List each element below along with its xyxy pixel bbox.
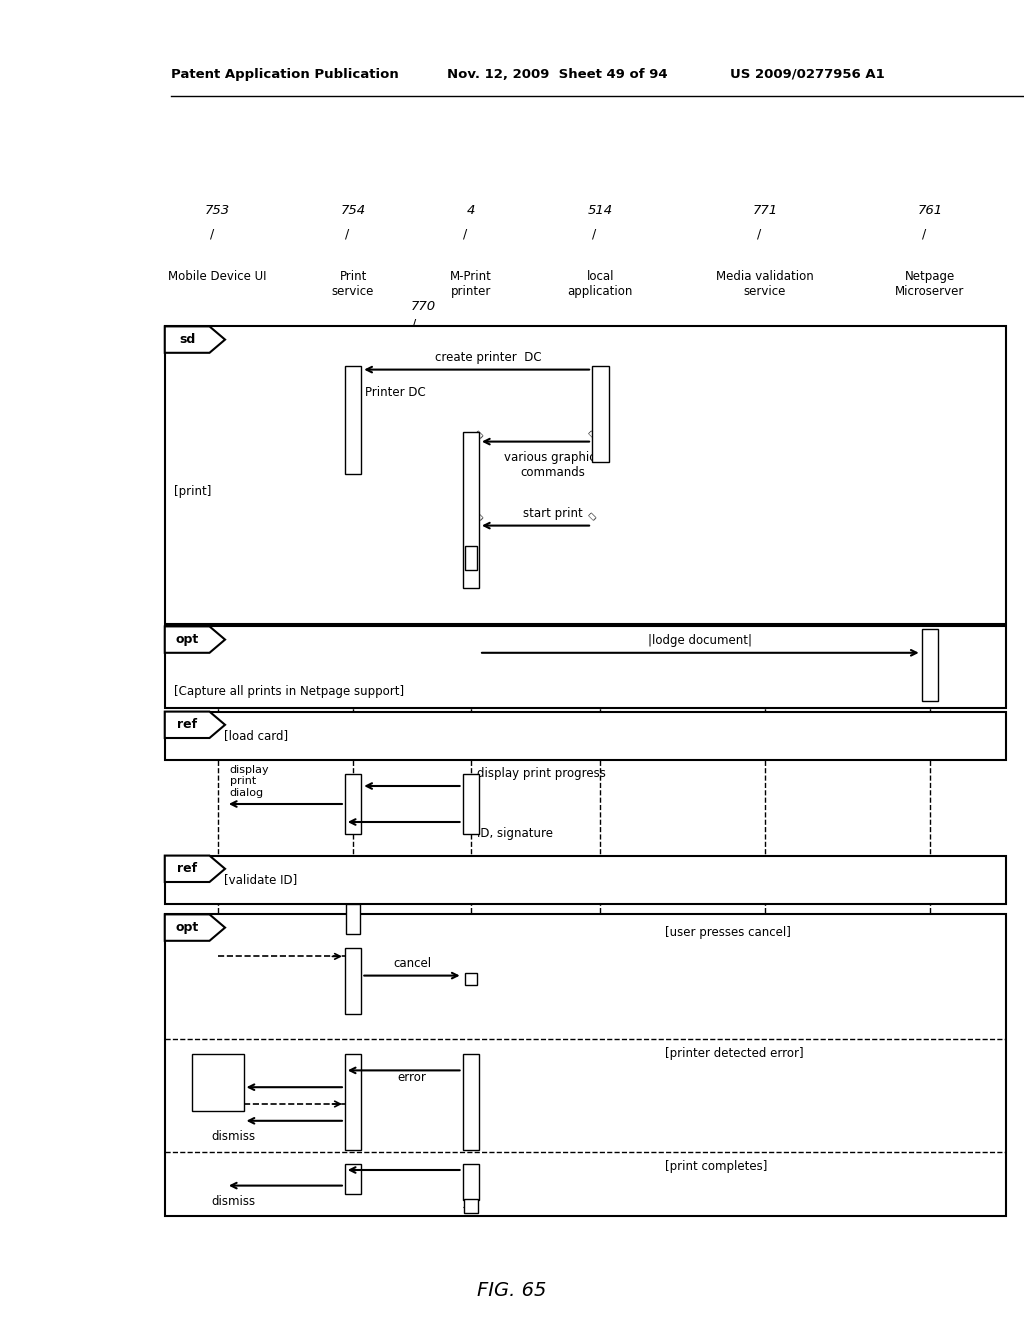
Bar	[165, 326, 1007, 624]
Polygon shape	[165, 326, 225, 352]
Text: sd: sd	[179, 333, 196, 346]
Text: [user presses cancel]: [user presses cancel]	[665, 925, 791, 939]
Text: various graphics
commands: various graphics commands	[505, 451, 602, 479]
Bar	[345, 948, 361, 1014]
Text: 771: 771	[753, 203, 777, 216]
Text: ✕: ✕	[461, 1192, 481, 1216]
Bar	[922, 628, 938, 701]
Bar	[345, 366, 361, 474]
Text: create printer  DC: create printer DC	[435, 351, 542, 363]
Bar	[463, 1053, 479, 1150]
Text: US 2009/0277956 A1: US 2009/0277956 A1	[730, 67, 885, 81]
Text: FIG. 65: FIG. 65	[477, 1280, 547, 1299]
Text: /: /	[757, 227, 761, 240]
Text: display print progress: display print progress	[477, 767, 605, 780]
Text: start print: start print	[523, 507, 583, 520]
Text: [Capture all prints in Netpage support]: [Capture all prints in Netpage support]	[174, 685, 404, 698]
Text: error: error	[204, 1069, 232, 1081]
Text: /: /	[413, 318, 417, 330]
Polygon shape	[165, 711, 225, 738]
Bar	[592, 366, 608, 462]
Text: 4: 4	[467, 203, 475, 216]
Bar	[464, 1199, 478, 1213]
Bar	[465, 546, 477, 570]
Text: opt: opt	[175, 634, 199, 645]
Text: local
application: local application	[567, 271, 633, 298]
Polygon shape	[165, 855, 225, 882]
Text: Nov. 12, 2009  Sheet 49 of 94: Nov. 12, 2009 Sheet 49 of 94	[447, 67, 668, 81]
Text: 753: 753	[205, 203, 230, 216]
Polygon shape	[165, 627, 225, 653]
Text: [printer detected error]: [printer detected error]	[665, 1047, 804, 1060]
Text: opt: opt	[175, 921, 199, 935]
Text: ꟷ: ꟷ	[474, 429, 484, 440]
Text: 754: 754	[341, 203, 366, 216]
Text: [print completes]: [print completes]	[665, 1160, 767, 1173]
Text: Media validation
service: Media validation service	[716, 271, 814, 298]
Text: /: /	[345, 227, 349, 240]
Text: dismiss: dismiss	[212, 1130, 256, 1143]
Text: /: /	[210, 227, 214, 240]
Bar	[345, 774, 361, 834]
Text: Mobile Device UI: Mobile Device UI	[169, 271, 267, 282]
Bar	[191, 1053, 244, 1111]
Text: /: /	[463, 227, 467, 240]
Bar	[345, 1053, 361, 1150]
Bar	[165, 915, 1007, 1216]
Text: 514: 514	[588, 203, 612, 216]
Bar	[463, 774, 479, 834]
Text: 770: 770	[412, 300, 436, 313]
Text: /: /	[922, 227, 926, 240]
Text: ref: ref	[177, 718, 198, 731]
Text: Netpage
Microserver: Netpage Microserver	[895, 271, 965, 298]
Text: dismiss: dismiss	[212, 1195, 256, 1208]
Text: |lodge document|: |lodge document|	[648, 634, 753, 647]
Text: cancel: cancel	[393, 957, 431, 970]
Text: error: error	[397, 1071, 426, 1084]
Bar	[165, 627, 1007, 708]
Bar	[465, 973, 477, 985]
Text: msg: msg	[205, 1085, 230, 1098]
Text: M-Print
printer: M-Print printer	[450, 271, 492, 298]
Polygon shape	[165, 915, 225, 941]
Bar	[346, 904, 360, 933]
Text: display
print
dialog: display print dialog	[229, 764, 269, 799]
Text: ꟷ: ꟷ	[587, 429, 597, 440]
Bar	[463, 1164, 479, 1200]
Text: ꟷ: ꟷ	[474, 511, 484, 521]
Text: [print]: [print]	[174, 486, 212, 499]
Bar	[165, 711, 1007, 759]
Text: 761: 761	[918, 203, 942, 216]
Bar	[345, 1164, 361, 1195]
Text: ID, signature: ID, signature	[477, 826, 553, 840]
Text: Printer DC: Printer DC	[365, 387, 426, 400]
Text: Print
service: Print service	[332, 271, 375, 298]
Text: /: /	[592, 227, 597, 240]
Text: Patent Application Publication: Patent Application Publication	[171, 67, 398, 81]
Bar	[463, 432, 479, 587]
Text: [validate ID]: [validate ID]	[223, 873, 297, 886]
Text: [load card]: [load card]	[223, 729, 288, 742]
Text: ref: ref	[177, 862, 198, 875]
Text: ꟷ: ꟷ	[587, 511, 597, 521]
Bar	[165, 855, 1007, 904]
